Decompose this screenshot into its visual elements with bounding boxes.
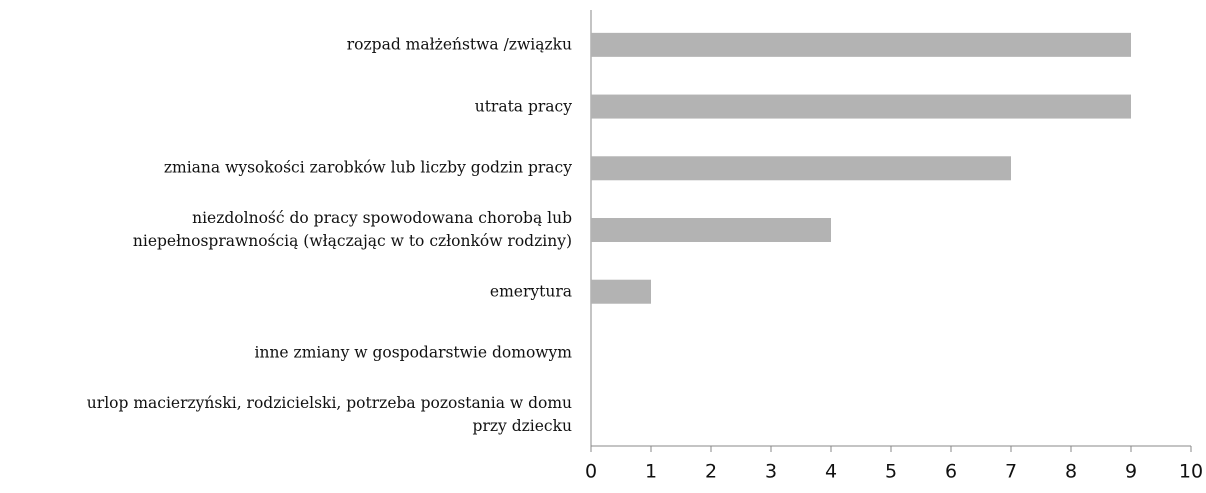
x-tick-label: 6 bbox=[945, 461, 957, 483]
x-tick-label: 4 bbox=[825, 461, 837, 483]
x-tick-label: 7 bbox=[1005, 461, 1017, 483]
x-tick-label: 0 bbox=[585, 461, 597, 483]
y-tick-label: niezdolność do pracy spowodowana chorobą… bbox=[132, 209, 572, 250]
x-tick-label: 5 bbox=[885, 461, 897, 483]
bar bbox=[591, 156, 1011, 181]
x-tick-label: 2 bbox=[705, 461, 717, 483]
bar bbox=[591, 94, 1131, 119]
y-tick-label: emerytura bbox=[489, 282, 572, 301]
y-tick-label: inne zmiany w gospodarstwie domowym bbox=[254, 343, 573, 362]
y-tick-label: rozpad małżeństwa /związku bbox=[346, 35, 572, 54]
y-tick-label: utrata pracy bbox=[474, 97, 572, 116]
bar bbox=[591, 218, 831, 242]
y-tick-label: urlop macierzyński, rodzicielski, potrze… bbox=[86, 394, 572, 436]
bar bbox=[591, 279, 651, 304]
x-tick-label: 9 bbox=[1125, 461, 1137, 483]
x-tick-label: 1 bbox=[645, 461, 657, 483]
y-tick-label: zmiana wysokości zarobków lub liczby god… bbox=[163, 158, 572, 177]
x-tick-label: 10 bbox=[1179, 461, 1203, 483]
x-tick-label: 8 bbox=[1065, 461, 1077, 483]
bar bbox=[591, 32, 1131, 57]
x-tick-label: 3 bbox=[765, 461, 777, 483]
